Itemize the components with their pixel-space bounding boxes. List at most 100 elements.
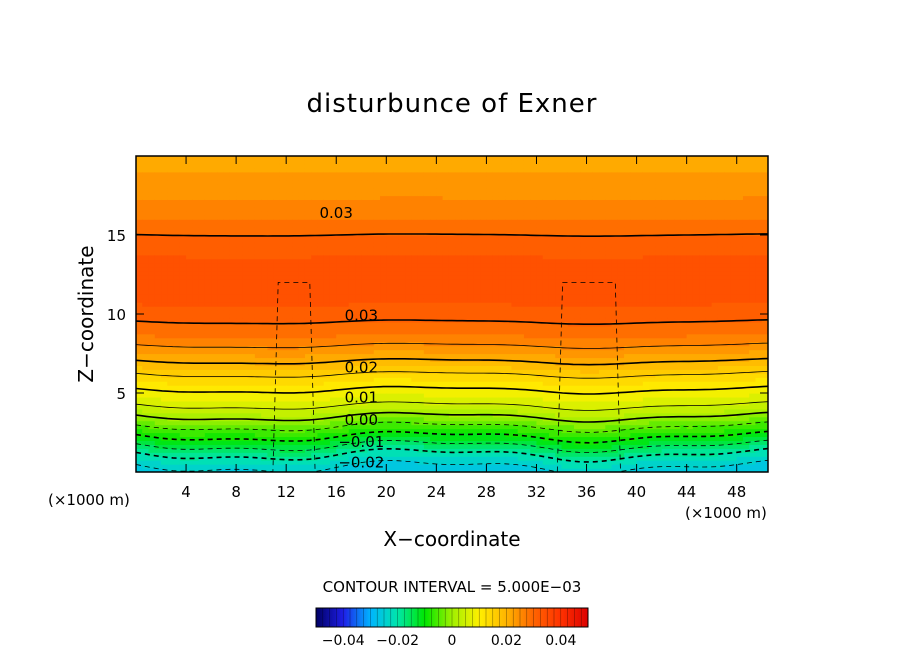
field-cell (405, 460, 412, 465)
field-cell (173, 215, 181, 220)
field-cell (223, 408, 231, 414)
field-cell (436, 298, 444, 303)
field-cell (273, 432, 281, 438)
field-cell (348, 444, 356, 449)
field-cell (492, 396, 500, 402)
field-cell (430, 404, 437, 410)
field-cell (361, 329, 369, 335)
field-cell (248, 396, 256, 402)
field-cell (411, 266, 419, 272)
field-cell (361, 361, 369, 366)
field-cell (423, 456, 431, 461)
field-cell (417, 400, 425, 406)
field-cell (480, 432, 488, 438)
field-cell (380, 396, 387, 402)
field-cell (254, 341, 262, 347)
field-cell (498, 325, 506, 331)
field-cell (279, 235, 287, 240)
field-cell (267, 365, 275, 370)
field-cell (367, 219, 375, 224)
field-cell (380, 223, 387, 228)
field-cell (492, 219, 500, 224)
field-cell (192, 274, 200, 280)
field-cell (292, 258, 300, 264)
field-cell (223, 448, 231, 453)
field-cell (386, 294, 394, 299)
field-cell (136, 416, 143, 422)
field-cell (348, 353, 356, 359)
field-cell (217, 321, 225, 327)
field-cell (136, 337, 143, 343)
field-cell (192, 400, 200, 406)
field-cell (148, 171, 156, 177)
field-cell (442, 369, 450, 374)
field-cell (467, 325, 475, 331)
field-cell (523, 357, 531, 362)
field-cell (398, 215, 406, 220)
field-cell (492, 231, 500, 236)
field-cell (267, 286, 275, 291)
field-cell (442, 314, 450, 319)
field-cell (473, 254, 481, 260)
field-cell (380, 175, 387, 181)
field-cell (223, 282, 231, 287)
field-cell (242, 381, 250, 386)
field-cell (436, 183, 444, 189)
field-cell (392, 404, 400, 410)
field-cell (398, 175, 406, 181)
field-cell (211, 203, 218, 208)
field-cell (405, 333, 412, 339)
field-cell (179, 448, 187, 453)
field-cell (304, 246, 312, 252)
field-cell (355, 195, 362, 201)
field-cell (217, 242, 225, 248)
field-cell (223, 365, 231, 370)
field-cell (329, 211, 337, 216)
field-cell (430, 432, 437, 438)
field-cell (148, 452, 156, 457)
field-cell (229, 396, 237, 402)
field-cell (336, 456, 344, 461)
field-cell (254, 436, 262, 441)
field-cell (380, 156, 387, 161)
field-cell (304, 187, 312, 193)
field-cell (361, 250, 369, 256)
field-cell (380, 460, 387, 465)
field-cell (367, 310, 375, 315)
field-cell (417, 250, 425, 256)
field-cell (173, 250, 181, 256)
field-cell (367, 369, 375, 374)
field-cell (342, 464, 350, 469)
field-cell (423, 302, 431, 307)
field-cell (204, 381, 212, 386)
field-cell (229, 219, 237, 224)
field-cell (467, 286, 475, 291)
field-cell (229, 171, 237, 177)
field-cell (498, 211, 506, 216)
field-cell (380, 345, 387, 351)
field-cell (317, 159, 325, 165)
field-cell (348, 298, 356, 303)
field-cell (455, 385, 462, 390)
field-cell (248, 227, 256, 232)
field-cell (367, 377, 375, 382)
field-cell (323, 183, 331, 189)
field-cell (392, 377, 400, 382)
field-cell (423, 242, 431, 248)
field-cell (380, 329, 387, 335)
field-cell (292, 314, 300, 319)
field-cell (392, 393, 400, 398)
field-cell (461, 195, 469, 201)
field-cell (373, 171, 381, 177)
field-cell (480, 242, 488, 248)
field-cell (480, 290, 488, 295)
field-cell (430, 183, 437, 189)
field-cell (192, 278, 200, 283)
field-cell (492, 373, 500, 378)
field-cell (173, 369, 181, 374)
field-cell (179, 432, 187, 438)
field-cell (192, 254, 200, 260)
field-cell (148, 361, 156, 366)
field-cell (217, 286, 225, 291)
field-cell (279, 408, 287, 414)
